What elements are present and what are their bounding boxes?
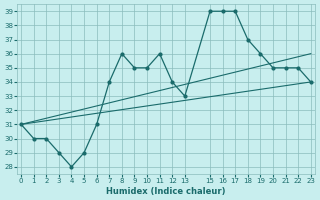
X-axis label: Humidex (Indice chaleur): Humidex (Indice chaleur)	[106, 187, 226, 196]
